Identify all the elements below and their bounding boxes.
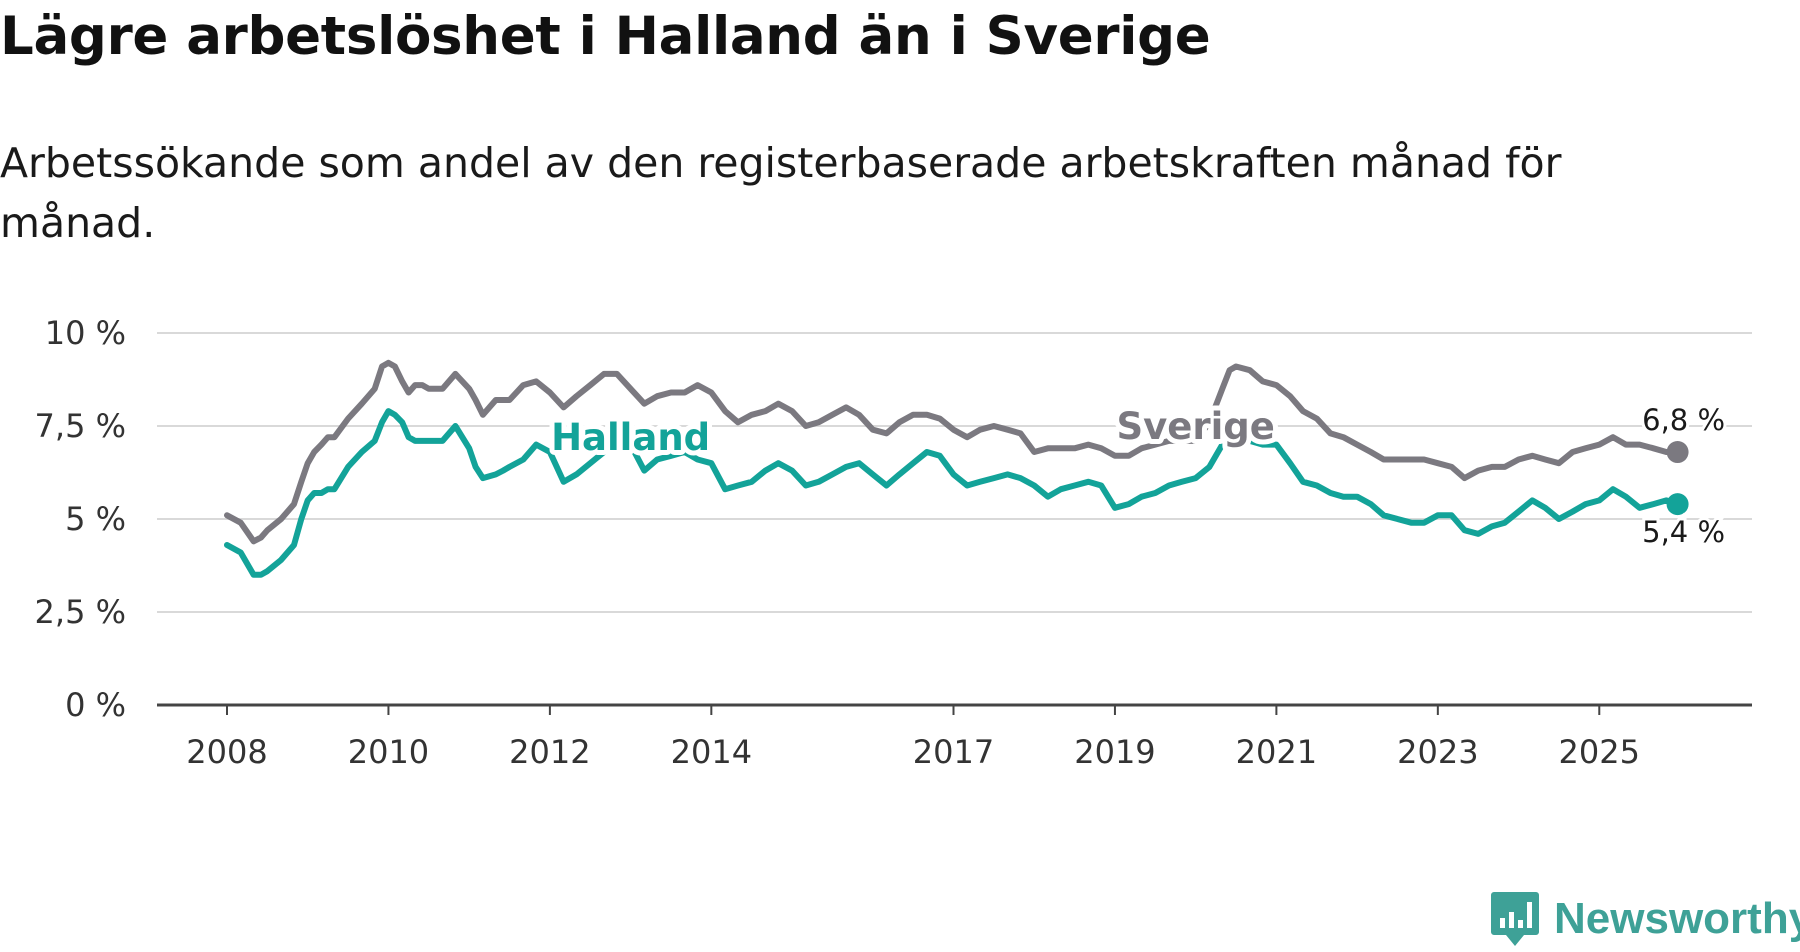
brand[interactable]: Newsworthy (1490, 886, 1800, 952)
y-tick-label: 5 % (65, 500, 126, 538)
x-tick-label: 2014 (671, 733, 752, 771)
series-line-sverige (224, 359, 1681, 545)
end-value-label-sverige: 6,8 % (1642, 403, 1725, 437)
y-tick-label: 2,5 % (35, 593, 126, 631)
axes: 0 % 2,5 % 5 % 7,5 % 10 % 2008 2010 2012 2014 2017… (35, 314, 1752, 771)
series-lines (224, 359, 1689, 578)
x-tick-label: 2023 (1397, 733, 1478, 771)
y-tick-label: 0 % (65, 686, 126, 724)
end-point-sverige (1666, 441, 1689, 464)
brand-name: Newsworthy (1554, 894, 1800, 943)
series-label-halland: Halland (551, 416, 710, 459)
series-line-halland (224, 408, 1681, 578)
chart-title: Lägre arbetslöshet i Halland än i Sverig… (0, 6, 1211, 67)
newsworthy-logo-icon (1491, 892, 1539, 946)
x-tick-label: 2008 (186, 733, 267, 771)
gridlines (157, 332, 1752, 613)
y-tick-label: 7,5 % (35, 407, 126, 445)
end-value-label-halland: 5,4 % (1642, 515, 1725, 549)
x-tick-label: 2021 (1236, 733, 1317, 771)
x-tick-label: 2025 (1559, 733, 1640, 771)
x-tick-label: 2012 (509, 733, 590, 771)
end-point-halland (1666, 493, 1689, 516)
series-label-sverige: Sverige (1116, 405, 1274, 448)
series-labels: Sverige Halland 6,8 % 5,4 % (546, 400, 1728, 552)
x-tick-label: 2017 (913, 733, 994, 771)
x-tick-label: 2019 (1074, 733, 1155, 771)
chart-subtitle: Arbetssökande som andel av den registerb… (0, 139, 1562, 247)
y-tick-label: 10 % (45, 314, 126, 352)
x-tick-label: 2010 (348, 733, 429, 771)
